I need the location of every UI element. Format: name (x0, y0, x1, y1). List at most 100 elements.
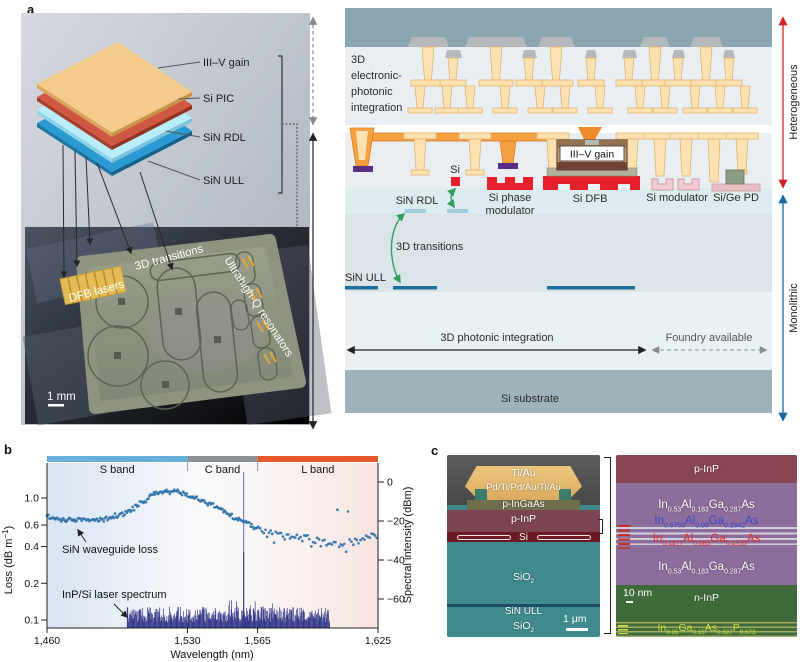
photonic-integration-label: 3D photonic integration (440, 332, 553, 344)
loss-dot (144, 500, 148, 504)
loss-dot (341, 544, 344, 547)
si-label: Si (450, 164, 460, 176)
photo-scale-bar-label: 1 mm (47, 391, 76, 403)
loss-dot (152, 490, 156, 494)
loss-dot (86, 517, 90, 521)
loss-dot (249, 525, 252, 528)
tem-scale-bar-label: 10 nm (623, 587, 653, 599)
loss-dot (269, 529, 273, 532)
loss-dot (206, 503, 210, 507)
sem-si-waveguide-right (537, 535, 591, 540)
loss-dot (102, 520, 106, 523)
tem-q1-label: In0.53Al0.183Ga0.287As (658, 499, 755, 514)
loss-dot (363, 538, 366, 541)
x-tick-label: 1,460 (34, 635, 60, 647)
loss-dot (183, 491, 186, 495)
via-towers-lower (403, 132, 759, 183)
layer-stack (37, 42, 192, 176)
loss-dot (258, 527, 262, 530)
transition-arrow-small (446, 187, 457, 209)
loss-dot (101, 517, 104, 521)
loss-dot (58, 517, 62, 521)
loss-dot (123, 513, 126, 517)
si-ge-pd-shape (711, 169, 761, 192)
y-left-tick-label: 0.1 (24, 615, 39, 627)
sem-p-inp-layer (447, 510, 600, 532)
loss-dot (315, 536, 319, 540)
laser-spectrum-series (126, 472, 330, 628)
loss-dot (309, 545, 313, 548)
loss-dot (368, 536, 372, 539)
sin-rdl-bar-2 (447, 209, 468, 213)
panel-b-chart: S band C band L band 1,460 1,530 1,565 1,6251… (1, 456, 414, 661)
stack-label-sin-ull: SiN ULL (203, 175, 244, 187)
loss-dot (281, 535, 285, 538)
y-right-tick-label: 0 (387, 477, 393, 489)
loss-dot (344, 550, 348, 554)
photo-scale-bar (48, 404, 64, 407)
sem-teal-wedge-left (475, 489, 487, 502)
loss-dot (153, 493, 157, 496)
sin-ull-bars (345, 286, 635, 290)
loss-dot (120, 511, 124, 514)
foundry-label: Foundry available (666, 332, 753, 344)
panel-a-label: a (27, 2, 35, 17)
sem-si-layer (447, 532, 600, 542)
tem-scale-bar (626, 601, 633, 603)
integration-label-3: photonic (351, 86, 393, 98)
loss-dot (131, 505, 135, 509)
loss-dot (104, 515, 108, 519)
sem-sin-ull-label: SiN ULL (504, 606, 543, 617)
tem-p-inp-label: p-InP (693, 463, 720, 475)
loss-dot (260, 530, 264, 533)
y-left-tick-label: 1.0 (24, 493, 39, 505)
si-region-bracket (598, 519, 603, 534)
loss-dot (355, 538, 359, 542)
loss-dot (202, 499, 206, 502)
loss-annotation: SiN waveguide loss (62, 544, 158, 556)
loss-dot (137, 504, 140, 508)
band-bar: S band C band L band (47, 456, 378, 476)
tem-q2-label: In0.6758Al0.08Ga0.2642As (654, 515, 759, 530)
band-0 (47, 456, 188, 462)
y-left-tick-label: 0.4 (24, 541, 39, 553)
loss-dot (185, 492, 189, 495)
loss-dot (79, 517, 82, 520)
chip-marks (114, 298, 221, 388)
y-right-tick-label: −40 (387, 555, 405, 567)
loss-dot (348, 538, 351, 541)
band-label: S band (100, 464, 135, 476)
loss-dot (267, 531, 271, 535)
loss-dot (151, 493, 155, 496)
tem-image: p-InP In0.53Al0.183Ga0.287As In0.6758Al0… (616, 455, 797, 637)
si-dfb-assembly: III–V gain (543, 139, 640, 190)
y-left-tick-label: 0.6 (24, 520, 39, 532)
loss-dot (319, 544, 323, 548)
panel-b-label: b (4, 442, 12, 457)
loss-dot (295, 533, 299, 537)
sem-teal-wedge-right (559, 489, 571, 502)
spectrum-annotation: InP/Si laser spectrum (62, 589, 167, 601)
loss-dot (307, 537, 311, 541)
monolithic-label: Monolithic (788, 283, 800, 333)
loss-dot (336, 508, 339, 512)
layer-iii-v (37, 42, 192, 133)
stack-label-si-pic: Si PIC (203, 93, 234, 105)
sem-si-label: Si (519, 531, 528, 543)
loss-dot (46, 513, 50, 517)
sem-p-inp-label: p-InP (510, 513, 537, 525)
loss-dot (306, 533, 309, 537)
loss-dot (112, 516, 116, 520)
loss-dot (328, 542, 332, 545)
sem-scale-bar-label: 1 μm (563, 613, 587, 625)
stack-label-sin-rdl: SiN RDL (203, 132, 246, 144)
loss-dot (68, 517, 72, 520)
loss-dot (293, 536, 297, 540)
band-label: L band (301, 464, 334, 476)
si-square (451, 177, 460, 186)
loss-dot (317, 538, 321, 541)
caps (408, 37, 735, 58)
sem-p-ingaas-label: p-InGaAs (502, 499, 545, 510)
loss-dot (357, 541, 360, 545)
x-tick-label: 1,625 (365, 635, 391, 647)
